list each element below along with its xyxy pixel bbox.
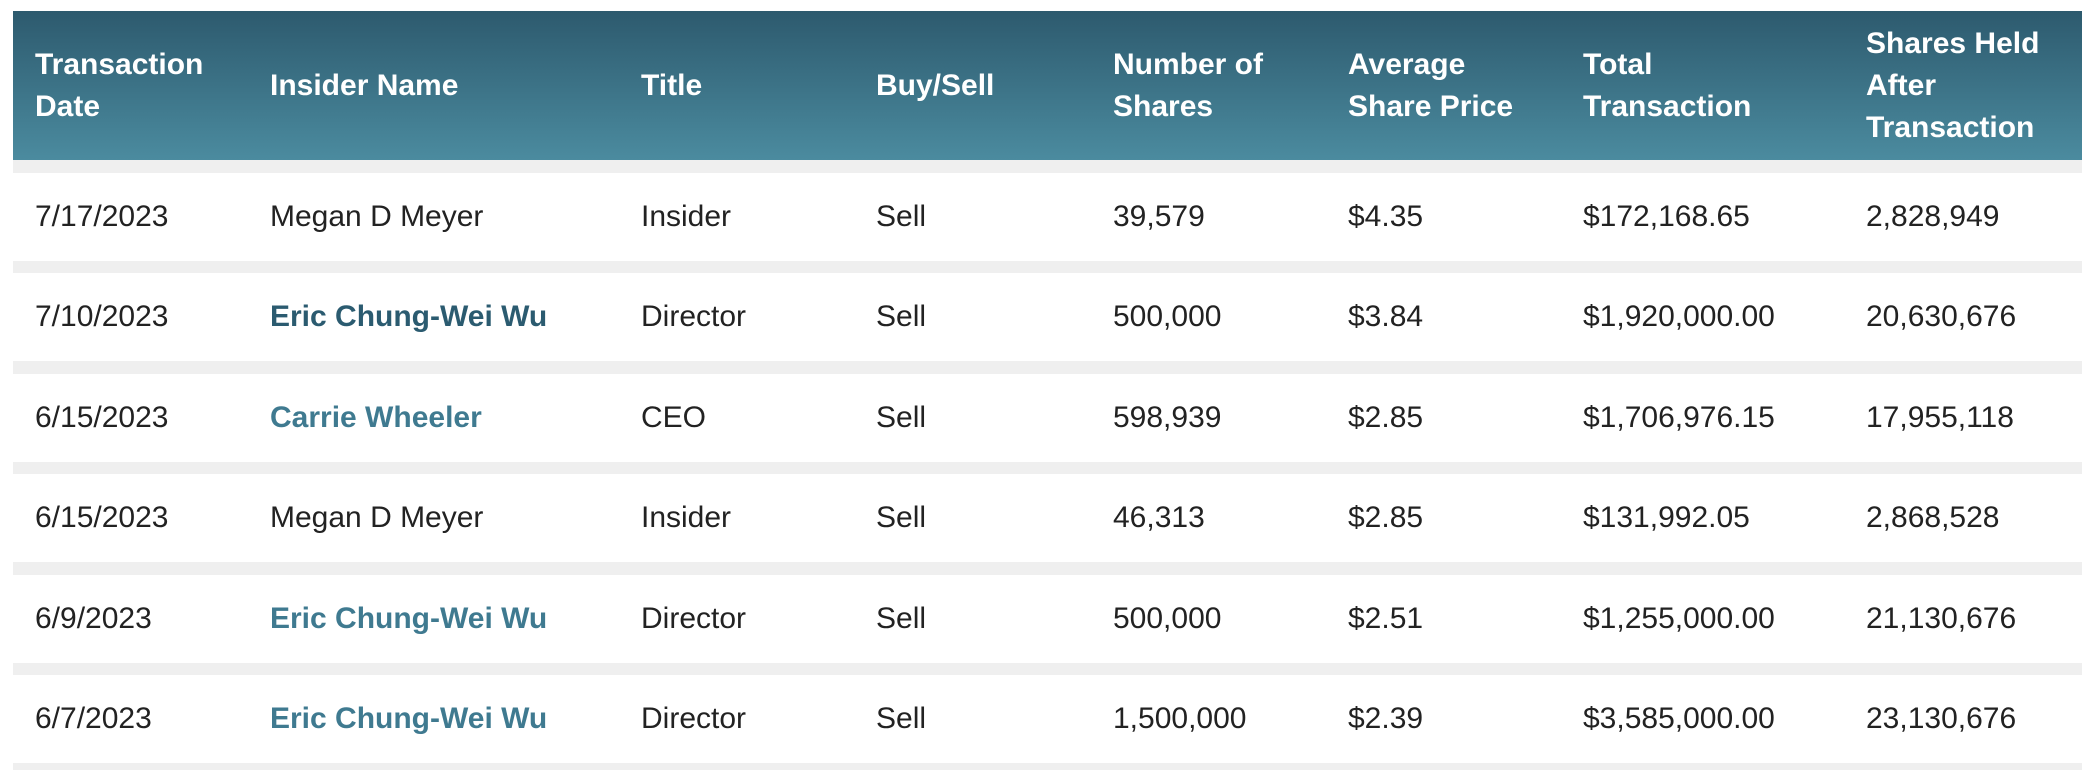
table-header: Transaction Date Insider Name Title Buy/Sel…: [13, 11, 2082, 160]
cell-avg-price: $3.84: [1348, 300, 1424, 334]
cell-title: Director: [641, 300, 747, 334]
cell-buy-sell: Sell: [876, 200, 927, 233]
insider-link[interactable]: Eric Chung-Wei Wu: [270, 702, 548, 735]
table-row: 7/10/2023 Eric Chung-Wei Wu Director Sell 50…: [13, 273, 2082, 362]
cell-date: 6/7/2023: [35, 702, 152, 735]
insider-table: Transaction Date Insider Name Title Buy/Sel…: [13, 11, 2082, 770]
cell-shares-held: 2,828,949: [1866, 200, 2000, 233]
insider-link[interactable]: Carrie Wheeler: [270, 400, 482, 434]
table-row: 6/15/2023 Carrie Wheeler CEO Sell 598,939 $2.…: [13, 373, 2082, 462]
header-shares: Number of Shares: [1113, 47, 1263, 123]
insider-link[interactable]: Eric Chung-Wei Wu: [270, 300, 548, 334]
cell-avg-price: $4.35: [1348, 200, 1424, 233]
cell-shares-held: 20,630,676: [1866, 300, 2017, 334]
cell-buy-sell: Sell: [876, 300, 927, 334]
cell-date: 6/9/2023: [35, 601, 152, 635]
cell-shares: 500,000: [1113, 300, 1222, 334]
cell-date: 7/10/2023: [35, 300, 169, 334]
cell-title: CEO: [641, 400, 707, 434]
header-avg-price: Average Share Price: [1348, 47, 1514, 123]
table-row: 6/15/2023 Megan D Meyer Insider Sell 46,313 $…: [13, 474, 2082, 563]
cell-shares: 39,579: [1113, 200, 1205, 233]
header-title: Title: [641, 68, 703, 102]
table-row: 6/7/2023 Eric Chung-Wei Wu Director Sell 1,5…: [13, 675, 2082, 763]
cell-avg-price: $2.51: [1348, 601, 1424, 635]
cell-buy-sell: Sell: [876, 702, 927, 735]
cell-total: $172,168.65: [1583, 200, 1750, 233]
cell-shares-held: 23,130,676: [1866, 702, 2017, 735]
header-total: Total Transaction: [1583, 47, 1752, 123]
table-row: 7/17/2023 Megan D Meyer Insider Sell 39,579 $…: [13, 173, 2082, 261]
cell-date: 7/17/2023: [35, 200, 169, 233]
cell-total: $1,255,000.00: [1583, 601, 1775, 635]
cell-shares-held: 21,130,676: [1866, 601, 2017, 635]
header-insider-name: Insider Name: [270, 68, 459, 102]
cell-buy-sell: Sell: [876, 400, 927, 434]
cell-avg-price: $2.85: [1348, 501, 1424, 535]
cell-total: $1,706,976.15: [1583, 400, 1775, 434]
cell-buy-sell: Sell: [876, 501, 927, 535]
cell-insider-name: Megan D Meyer: [270, 501, 484, 535]
cell-shares: 598,939: [1113, 400, 1222, 434]
header-date: Transaction Date: [35, 47, 204, 123]
cell-avg-price: $2.85: [1348, 400, 1424, 434]
header-buy-sell: Buy/Sell: [876, 68, 995, 102]
cell-title: Director: [641, 702, 747, 735]
insider-link[interactable]: Eric Chung-Wei Wu: [270, 601, 548, 635]
cell-total: $1,920,000.00: [1583, 300, 1775, 334]
header-shares-held: Shares Held After Transaction: [1866, 26, 2040, 144]
cell-title: Insider: [641, 200, 732, 233]
table-row: 6/9/2023 Eric Chung-Wei Wu Director Sell 500…: [13, 574, 2082, 663]
cell-shares-held: 2,868,528: [1866, 501, 2000, 535]
cell-shares: 1,500,000: [1113, 702, 1247, 735]
cell-buy-sell: Sell: [876, 601, 927, 635]
cell-avg-price: $2.39: [1348, 702, 1424, 735]
cell-shares-held: 17,955,118: [1866, 400, 2014, 434]
cell-shares: 500,000: [1113, 601, 1222, 635]
cell-title: Insider: [641, 501, 732, 535]
cell-total: $131,992.05: [1583, 501, 1750, 535]
cell-date: 6/15/2023: [35, 501, 169, 535]
cell-title: Director: [641, 601, 747, 635]
cell-date: 6/15/2023: [35, 400, 169, 434]
cell-insider-name: Megan D Meyer: [270, 200, 484, 233]
cell-shares: 46,313: [1113, 501, 1205, 535]
cell-total: $3,585,000.00: [1583, 702, 1775, 735]
